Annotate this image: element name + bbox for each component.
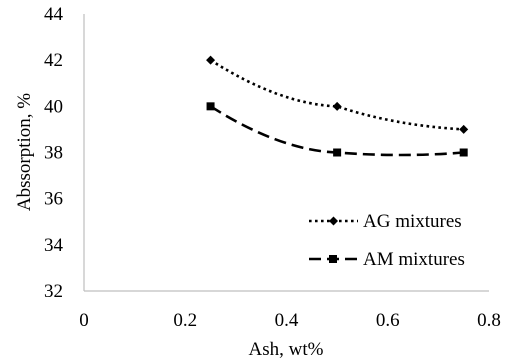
legend-item-am: AM mixtures bbox=[309, 249, 465, 270]
y-tick-label: 42 bbox=[44, 50, 63, 71]
legend-am-marker bbox=[329, 255, 337, 263]
series-ag-point bbox=[332, 101, 342, 111]
x-tick-label: 0.6 bbox=[376, 310, 400, 331]
series-am-line bbox=[209, 105, 464, 157]
x-tick-label: 0.8 bbox=[477, 310, 501, 331]
y-tick-label: 36 bbox=[44, 189, 63, 210]
x-tick-label: 0 bbox=[79, 310, 89, 331]
axes bbox=[83, 14, 489, 292]
series-layer bbox=[206, 55, 469, 157]
y-tick-label: 34 bbox=[44, 235, 64, 256]
series-am-point bbox=[333, 148, 342, 157]
series-ag-point bbox=[459, 124, 469, 134]
legend: AG mixtures AM mixtures bbox=[309, 211, 465, 270]
legend-item-ag: AG mixtures bbox=[309, 211, 462, 232]
x-tick-label: 0.2 bbox=[173, 310, 197, 331]
y-tick-label: 38 bbox=[44, 143, 63, 164]
y-tick-label: 32 bbox=[44, 281, 63, 302]
series-ag-line bbox=[209, 59, 464, 131]
series-ag-point bbox=[206, 55, 216, 65]
series-am-point bbox=[459, 148, 468, 157]
x-axis-title: Ash, wt% bbox=[249, 339, 324, 360]
y-tick-label: 44 bbox=[44, 4, 64, 25]
x-tick-labels: 0 0.2 0.4 0.6 0.8 bbox=[79, 310, 501, 331]
legend-ag-label: AG mixtures bbox=[363, 211, 462, 232]
legend-ag-marker bbox=[329, 216, 338, 226]
y-tick-labels: 32 34 36 38 40 42 44 bbox=[44, 4, 64, 302]
legend-am-label: AM mixtures bbox=[363, 249, 465, 270]
x-tick-label: 0.4 bbox=[275, 310, 299, 331]
y-axis-title: Abssorption, % bbox=[14, 93, 35, 211]
y-tick-label: 40 bbox=[44, 96, 63, 117]
series-am-point bbox=[206, 102, 215, 111]
